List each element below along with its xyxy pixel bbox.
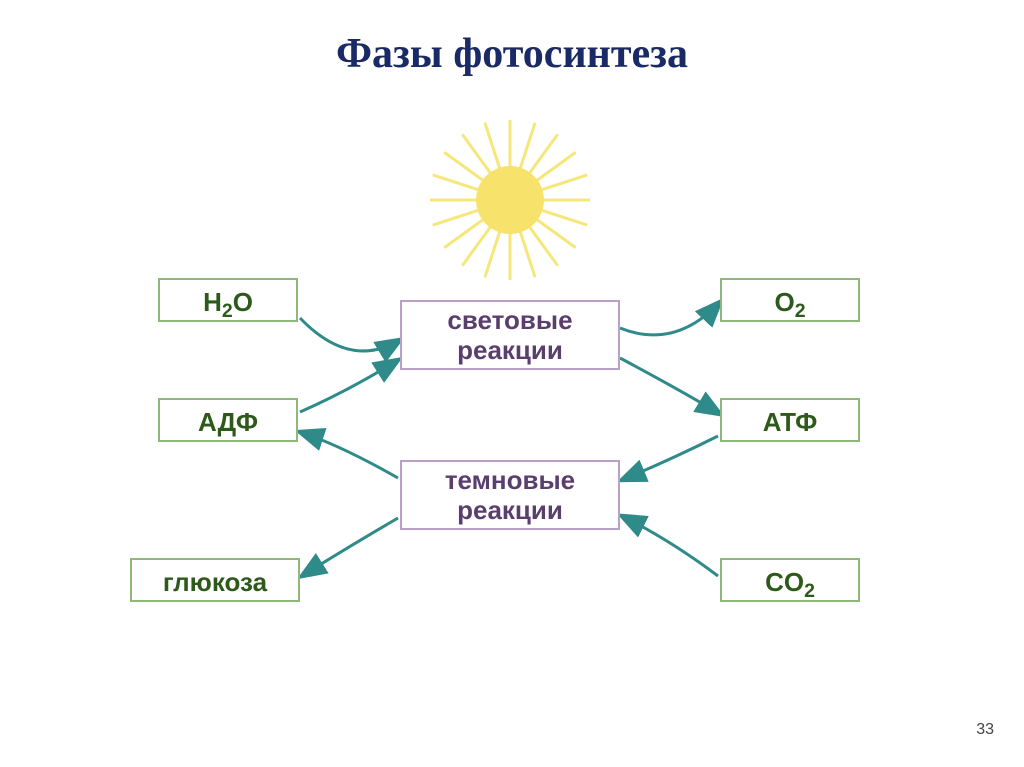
- edge-dark-to-glucose: [302, 518, 398, 576]
- sun-icon: [430, 120, 590, 280]
- node-o2: O2: [720, 278, 860, 322]
- diagram-stage: Фазы фотосинтеза H2O O2 АДФ АТФ глюкоза …: [0, 0, 1024, 767]
- node-glucose: глюкоза: [130, 558, 300, 602]
- edge-dark-to-adp: [300, 432, 398, 478]
- node-co2: CO2: [720, 558, 860, 602]
- light-line1: световые: [447, 305, 572, 335]
- edges-layer: [0, 0, 1024, 767]
- edge-light-to-atp: [620, 358, 720, 414]
- edge-adp-to-light: [300, 360, 398, 412]
- light-line2: реакции: [457, 335, 563, 365]
- h2o-base: H: [203, 287, 222, 317]
- page-title: Фазы фотосинтеза: [0, 30, 1024, 78]
- title-text: Фазы фотосинтеза: [336, 31, 688, 77]
- glucose-label: глюкоза: [163, 567, 267, 597]
- node-atp: АТФ: [720, 398, 860, 442]
- edge-co2-to-dark: [622, 516, 718, 576]
- node-h2o: H2O: [158, 278, 298, 322]
- edge-h2o-to-light: [300, 318, 400, 351]
- edge-atp-to-dark: [622, 436, 718, 480]
- atp-label: АТФ: [763, 407, 818, 437]
- dark-line2: реакции: [457, 495, 563, 525]
- adp-label: АДФ: [198, 407, 258, 437]
- node-dark-reactions: темновые реакции: [400, 460, 620, 530]
- slide-number: 33: [976, 721, 994, 739]
- o2-sub: 2: [795, 300, 806, 322]
- dark-line1: темновые: [445, 465, 575, 495]
- node-adp: АДФ: [158, 398, 298, 442]
- h2o-tail: O: [233, 287, 253, 317]
- edge-light-to-o2: [620, 302, 720, 335]
- co2-base: CO: [765, 567, 804, 597]
- h2o-sub: 2: [222, 300, 233, 322]
- o2-base: O: [774, 287, 794, 317]
- node-light-reactions: световые реакции: [400, 300, 620, 370]
- co2-sub: 2: [804, 580, 815, 602]
